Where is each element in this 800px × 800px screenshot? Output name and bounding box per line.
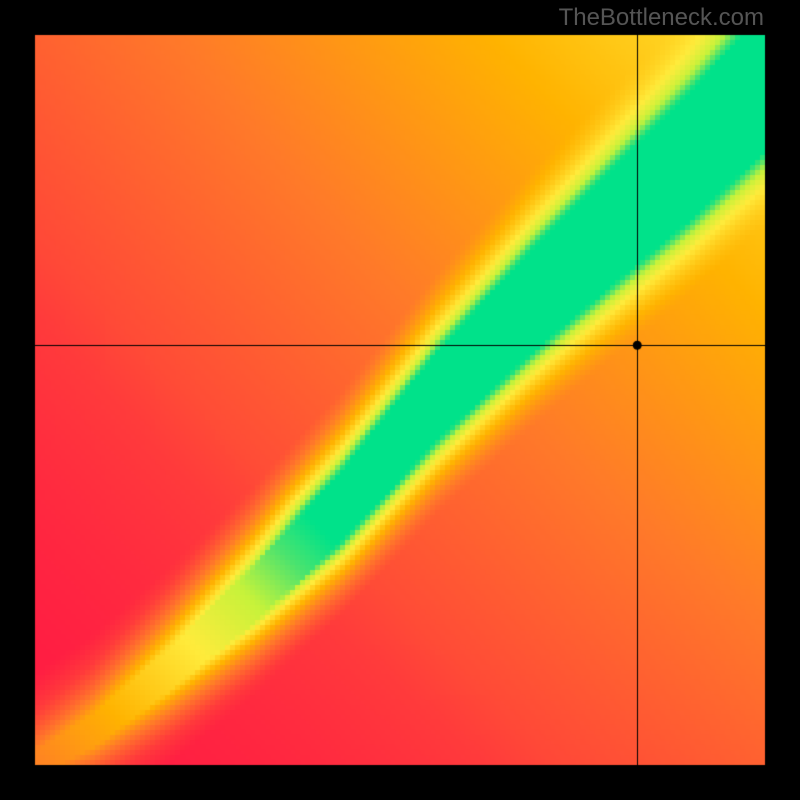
watermark-text: TheBottleneck.com [559, 4, 764, 32]
bottleneck-heatmap-canvas [0, 0, 800, 800]
chart-container: TheBottleneck.com [0, 0, 800, 800]
